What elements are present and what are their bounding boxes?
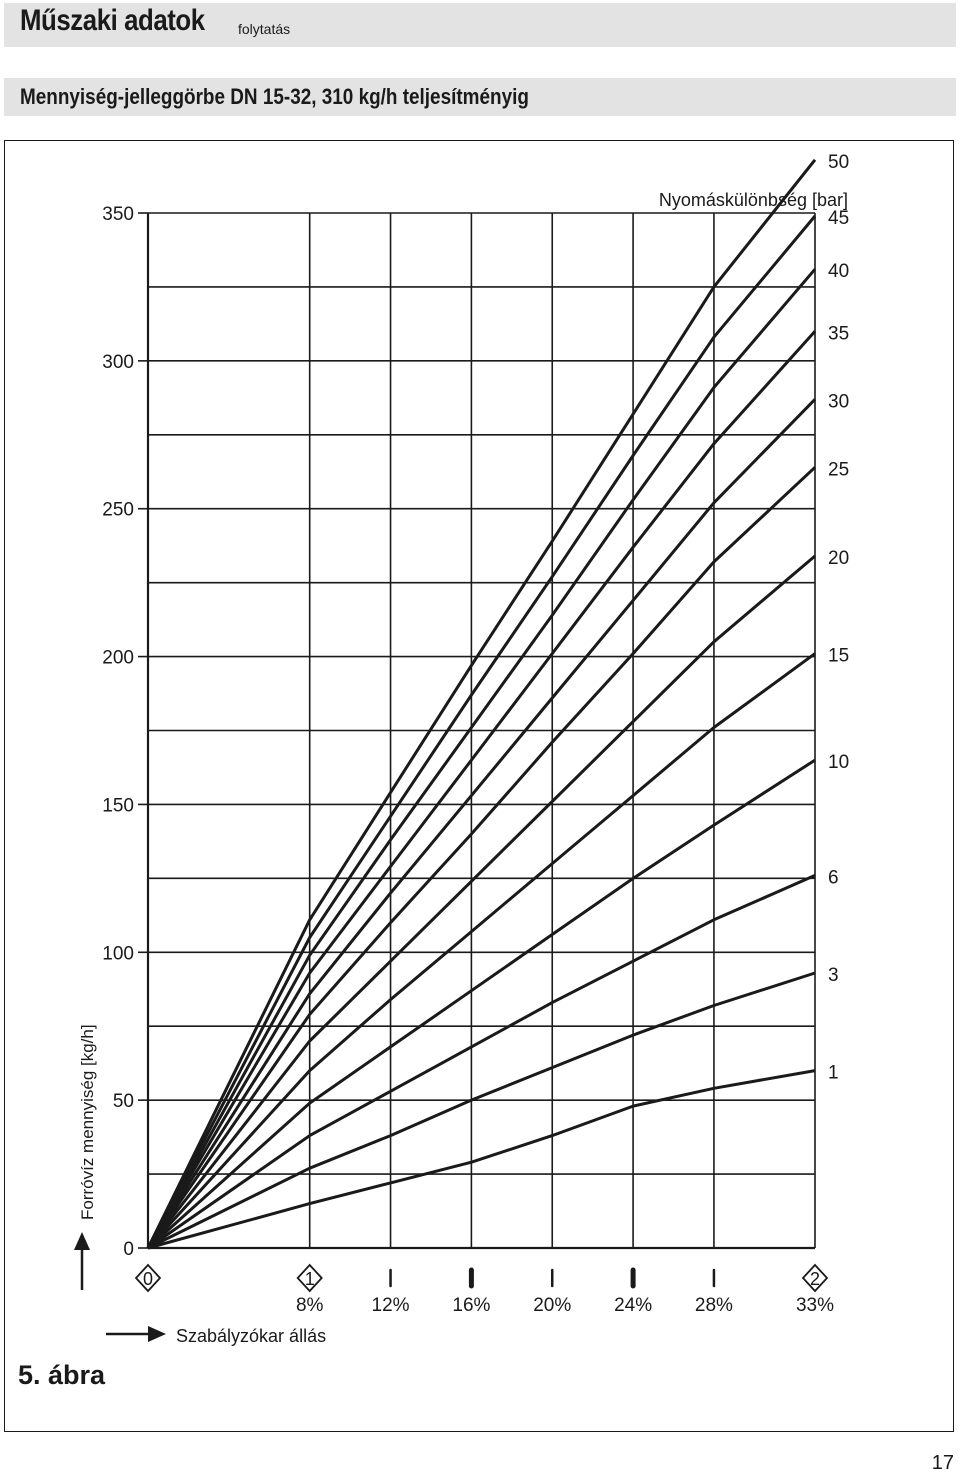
series-end-label: 45 <box>828 208 849 229</box>
y-tick-label: 350 <box>102 204 134 225</box>
x-tick-label: 12% <box>372 1295 410 1316</box>
lever-position-diamond-icon <box>296 1263 323 1293</box>
series-line-50 <box>146 158 817 1249</box>
x-tick-label: 20% <box>533 1295 571 1316</box>
chart-subtitle: Mennyiség-jelleggörbe DN 15-32, 310 kg/h… <box>20 84 529 109</box>
y-tick-label: 300 <box>102 352 134 373</box>
page-number: 17 <box>931 1452 954 1474</box>
chart-series-lines <box>146 158 817 1250</box>
chart-grid <box>138 212 816 1250</box>
lever-position-diamond-icon <box>134 1263 162 1293</box>
x-tick-label: 28% <box>695 1295 733 1316</box>
lever-position-number: 1 <box>305 1269 315 1289</box>
series-end-label: 40 <box>828 261 849 282</box>
y-tick-label: 200 <box>102 648 134 669</box>
y-tick-label: 100 <box>102 943 134 964</box>
x-axis-arrow-icon <box>106 1326 166 1342</box>
series-line-1 <box>147 1069 816 1250</box>
series-line-3 <box>147 971 816 1250</box>
series-line-40 <box>146 268 817 1249</box>
y-axis-arrow-icon <box>74 1232 90 1290</box>
figure-label: 5. ábra <box>18 1360 106 1390</box>
series-end-label: 30 <box>828 391 849 412</box>
series-line-25 <box>146 466 817 1249</box>
series-end-label: 20 <box>828 548 849 569</box>
series-line-6 <box>147 874 816 1250</box>
y-tick-label: 50 <box>113 1091 134 1112</box>
lever-position-number: 2 <box>810 1269 820 1289</box>
series-end-label: 1 <box>828 1063 839 1084</box>
chart-labels: 0501001502002503003501361015202530354045… <box>102 152 849 1316</box>
series-end-label: 10 <box>828 752 849 773</box>
page-title-suffix: folytatás <box>238 21 291 37</box>
page-title: Műszaki adatok <box>20 4 205 37</box>
y-axis-label: Forróvíz mennyiség [kg/h] <box>78 1024 97 1220</box>
series-line-30 <box>146 398 817 1249</box>
series-line-20 <box>146 554 816 1249</box>
y-tick-label: 150 <box>102 795 134 816</box>
x-axis-label: Szabályzókar állás <box>176 1326 326 1346</box>
lever-position-diamond-icon <box>801 1263 829 1293</box>
x-tick-label: 16% <box>452 1295 490 1316</box>
series-line-10 <box>146 758 816 1250</box>
figure-frame <box>4 140 954 1432</box>
series-line-45 <box>146 215 817 1249</box>
header-bar <box>4 3 956 47</box>
lever-position-number: 0 <box>143 1269 153 1289</box>
series-end-label: 6 <box>828 867 839 888</box>
series-end-label: 35 <box>828 323 849 344</box>
x-tick-label: 24% <box>614 1295 652 1316</box>
x-tick-label: 33% <box>796 1295 834 1316</box>
series-end-label: 25 <box>828 459 849 480</box>
series-end-label: 3 <box>828 965 839 986</box>
series-line-15 <box>146 652 816 1250</box>
x-tick-label: 8% <box>296 1295 324 1316</box>
y-tick-label: 250 <box>102 500 134 521</box>
series-end-label: 50 <box>828 152 849 173</box>
series-legend-label: Nyomáskülönbség [bar] <box>659 190 848 210</box>
series-end-label: 15 <box>828 646 849 667</box>
subtitle-bar <box>4 78 956 116</box>
y-tick-label: 0 <box>123 1239 134 1260</box>
series-line-35 <box>146 330 817 1249</box>
